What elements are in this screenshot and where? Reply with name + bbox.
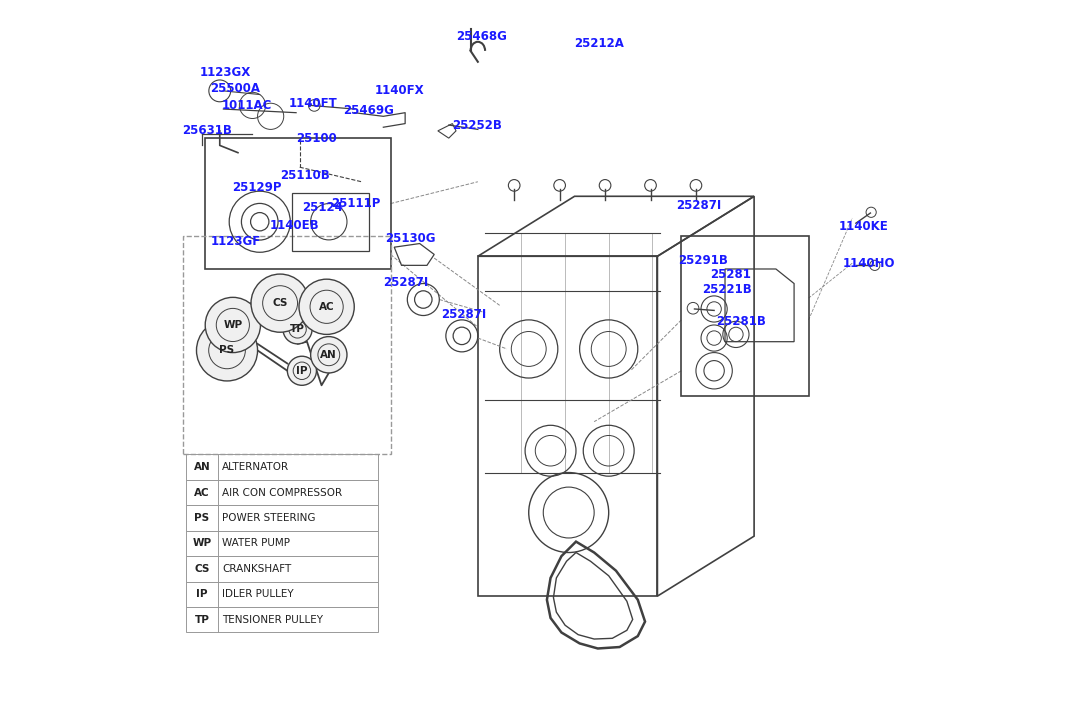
- Text: 25129P: 25129P: [233, 181, 282, 194]
- Text: 25287I: 25287I: [676, 198, 721, 212]
- Bar: [185, 556, 378, 582]
- Circle shape: [299, 279, 354, 334]
- Circle shape: [283, 315, 312, 344]
- Text: 25100: 25100: [296, 132, 337, 145]
- Text: AN: AN: [194, 462, 210, 472]
- Text: 25221B: 25221B: [702, 283, 751, 296]
- Text: CS: CS: [194, 564, 210, 574]
- Bar: [185, 505, 378, 531]
- Text: TP: TP: [291, 324, 304, 334]
- Text: 25252B: 25252B: [452, 119, 503, 132]
- Text: 25291B: 25291B: [678, 254, 728, 267]
- Text: PS: PS: [220, 345, 235, 356]
- Text: 1140HO: 1140HO: [843, 257, 895, 270]
- Text: 1140FT: 1140FT: [288, 97, 338, 110]
- Text: 25500A: 25500A: [210, 82, 260, 95]
- Text: 25124: 25124: [302, 201, 343, 214]
- Bar: [183, 236, 390, 454]
- Text: 25110B: 25110B: [280, 169, 330, 182]
- Circle shape: [287, 356, 316, 385]
- Text: AC: AC: [194, 488, 210, 497]
- Text: ALTERNATOR: ALTERNATOR: [222, 462, 289, 472]
- Bar: [185, 582, 378, 607]
- Text: 1140EB: 1140EB: [269, 219, 318, 232]
- Text: 25130G: 25130G: [385, 232, 435, 245]
- Text: 1123GX: 1123GX: [200, 66, 251, 79]
- Text: 25469G: 25469G: [343, 104, 394, 117]
- Text: IP: IP: [296, 366, 308, 376]
- Text: 25281: 25281: [711, 268, 751, 281]
- Bar: [185, 607, 378, 632]
- Text: WP: WP: [192, 539, 211, 548]
- Text: 25287I: 25287I: [442, 308, 487, 321]
- Text: AC: AC: [318, 302, 334, 312]
- Text: TENSIONER PULLEY: TENSIONER PULLEY: [222, 615, 323, 624]
- Text: TP: TP: [194, 615, 209, 624]
- Bar: [185, 454, 378, 480]
- Text: POWER STEERING: POWER STEERING: [222, 513, 315, 523]
- Text: PS: PS: [194, 513, 209, 523]
- Text: CRANKSHAFT: CRANKSHAFT: [222, 564, 292, 574]
- Text: 25287I: 25287I: [384, 276, 429, 289]
- Text: 1123GF: 1123GF: [211, 235, 262, 248]
- Bar: [682, 236, 808, 396]
- Text: 25111P: 25111P: [331, 197, 381, 210]
- Text: 1140KE: 1140KE: [839, 220, 889, 233]
- Circle shape: [196, 320, 257, 381]
- Bar: [185, 531, 378, 556]
- Circle shape: [251, 274, 309, 332]
- Text: 1140FX: 1140FX: [374, 84, 425, 97]
- Text: WATER PUMP: WATER PUMP: [222, 539, 289, 548]
- Circle shape: [205, 297, 260, 353]
- Text: 1011AC: 1011AC: [222, 99, 272, 112]
- Text: WP: WP: [223, 320, 242, 330]
- Bar: [205, 138, 390, 269]
- Text: 25468G: 25468G: [456, 30, 507, 43]
- Text: 25281B: 25281B: [716, 315, 766, 328]
- Text: IP: IP: [196, 590, 208, 599]
- Text: IDLER PULLEY: IDLER PULLEY: [222, 590, 294, 599]
- Text: CS: CS: [272, 298, 287, 308]
- Circle shape: [311, 337, 347, 373]
- Text: AN: AN: [321, 350, 338, 360]
- Bar: [185, 480, 378, 505]
- Text: 25212A: 25212A: [574, 37, 624, 50]
- Text: AIR CON COMPRESSOR: AIR CON COMPRESSOR: [222, 488, 342, 497]
- Text: 25631B: 25631B: [182, 124, 232, 137]
